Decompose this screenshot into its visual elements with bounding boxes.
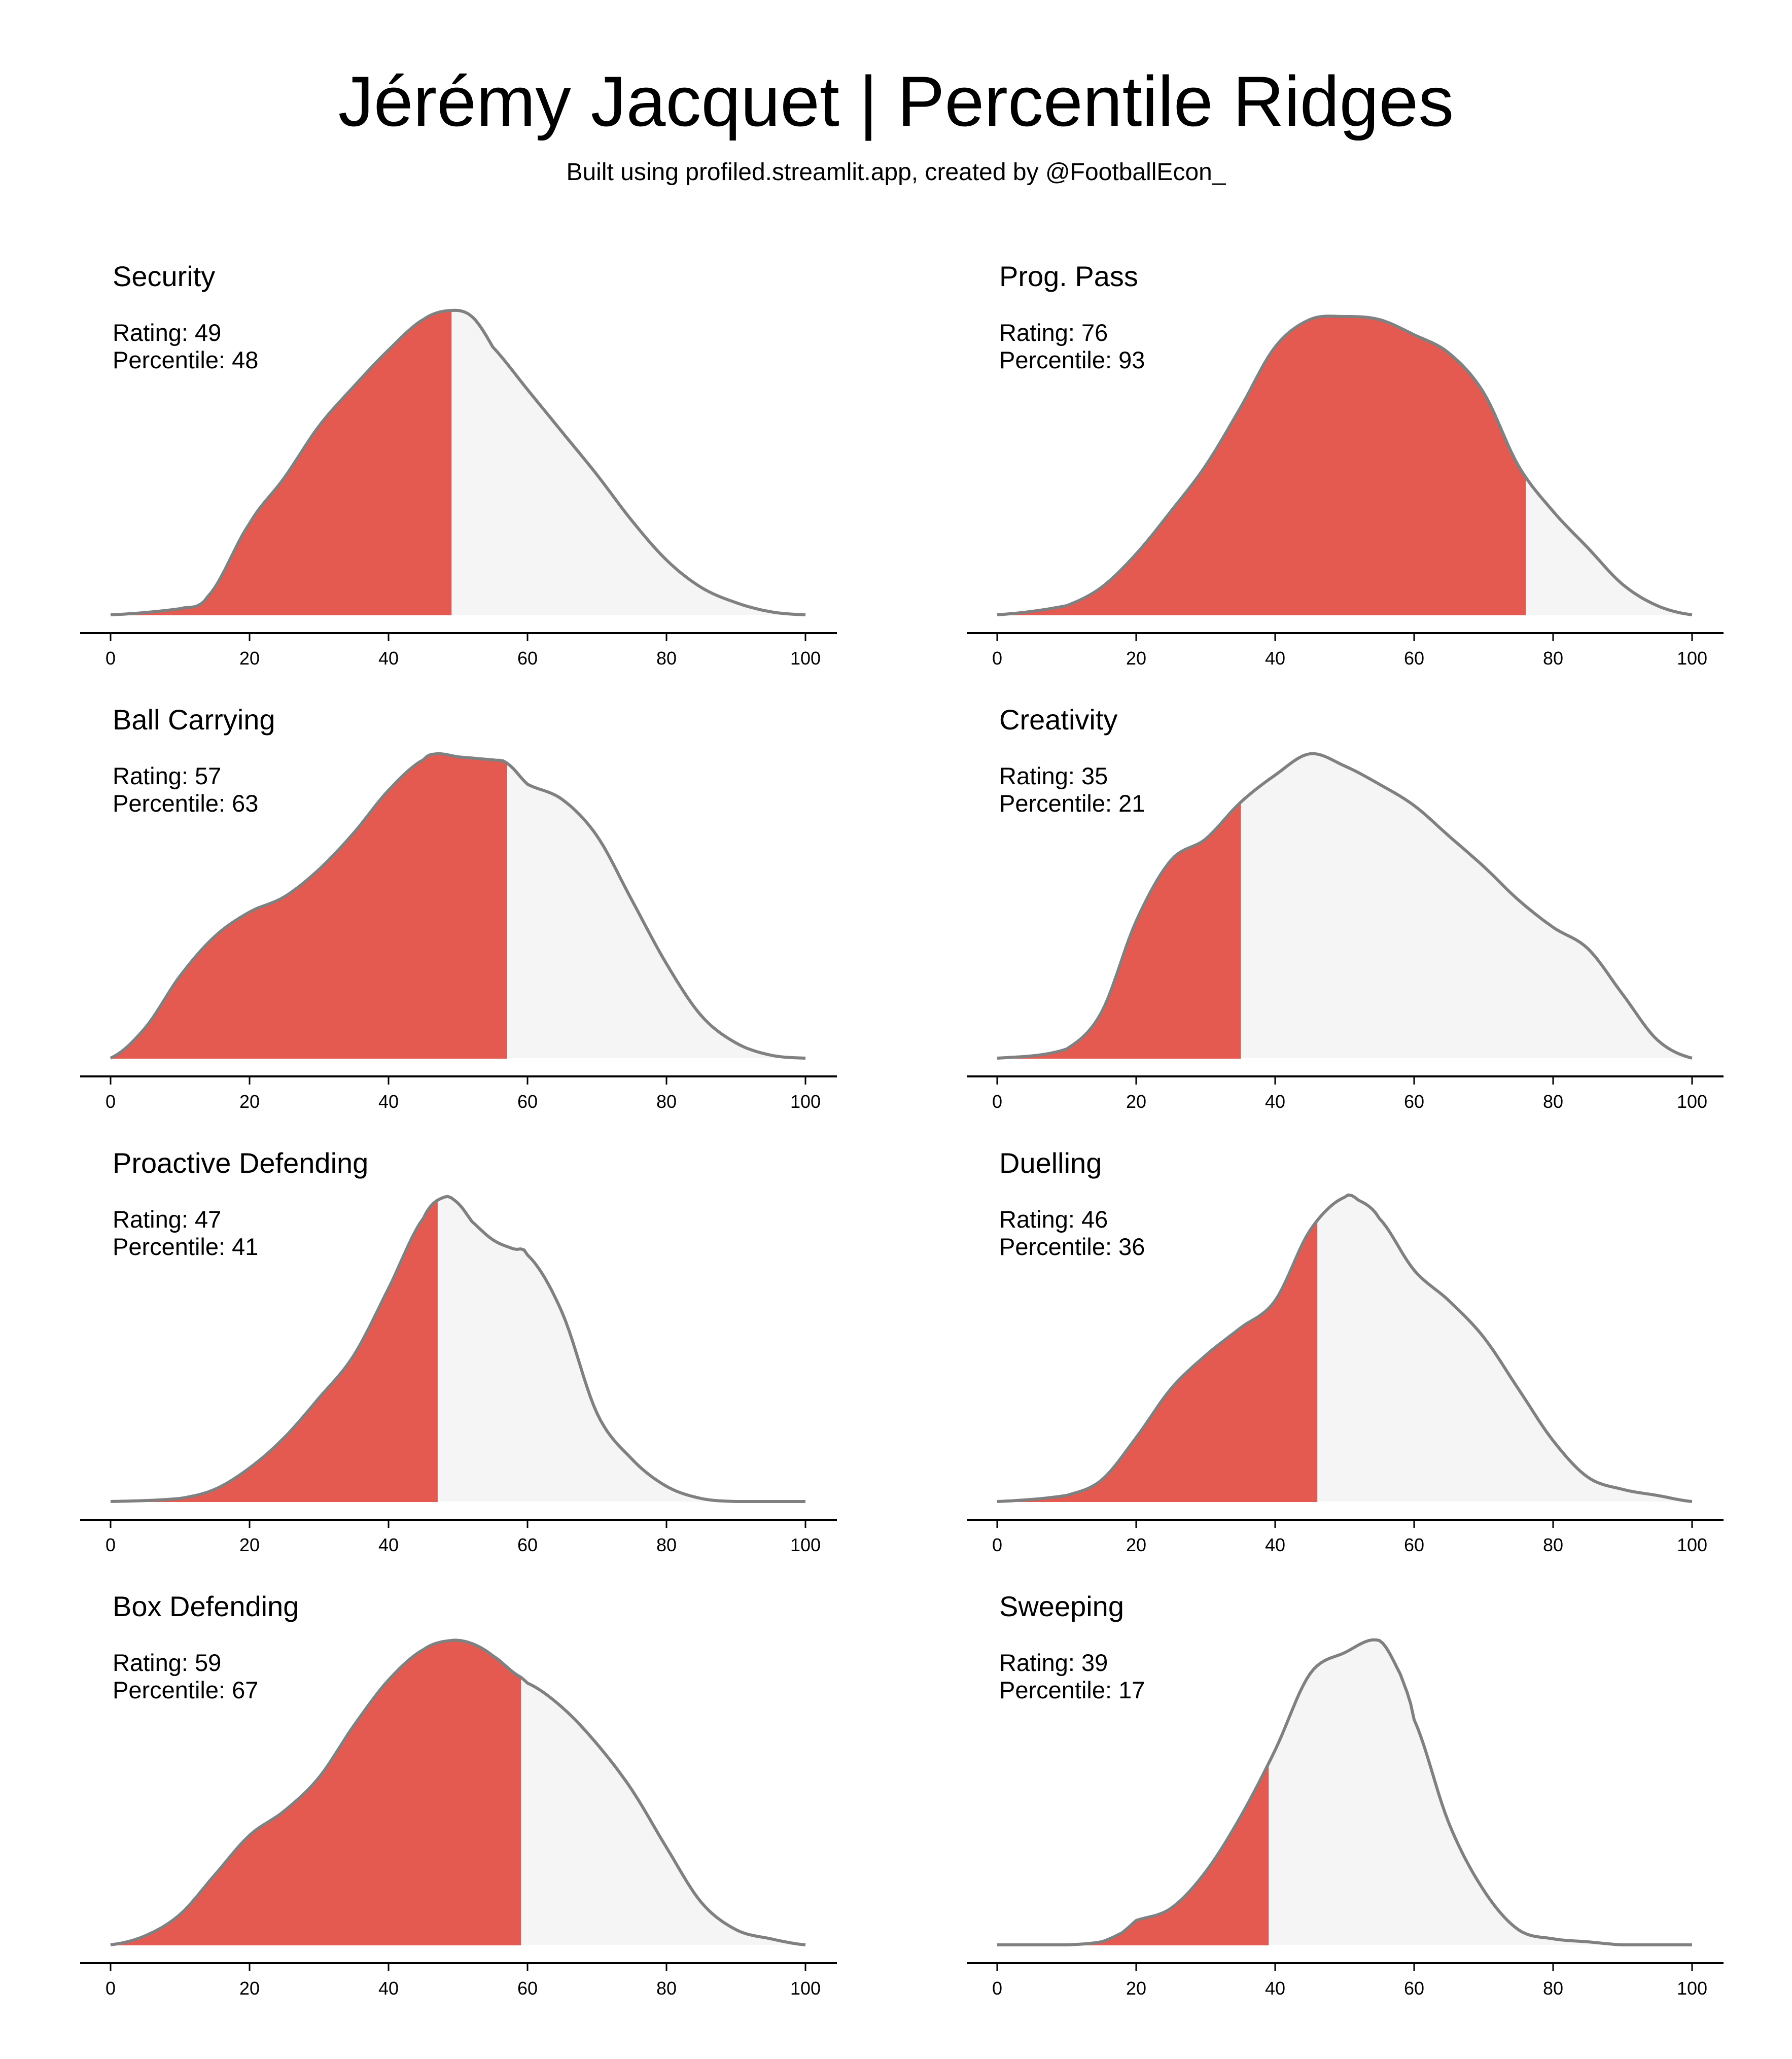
x-tick-label: 80 [1543,1091,1563,1112]
x-tick-label: 100 [790,648,821,669]
percentile-label: Percentile: 21 [999,790,1145,817]
x-tick-label: 20 [239,1091,260,1112]
ridge-panel-sweeping: 0 20 40 60 80 100 Sweeping Rating: 39Percentile… [967,1590,1724,1999]
x-tick-label: 0 [106,1534,116,1555]
rating-label: Rating: 57 [113,762,221,789]
x-tick-label: 100 [790,1534,821,1555]
density-curve [110,308,806,616]
x-tick-label: 20 [1126,1091,1146,1112]
density-curve [997,1638,1692,1946]
rating-label: Rating: 49 [113,319,221,346]
x-tick-label: 20 [239,1534,260,1555]
x-tick-label: 60 [1404,648,1424,669]
x-tick-label: 0 [106,1978,116,1999]
density-curve [110,1195,805,1503]
panel-title: Ball Carrying [113,704,275,736]
density-fill-above [997,1639,1692,1945]
x-tick-label: 0 [106,1091,116,1112]
panel-title: Duelling [999,1147,1102,1179]
percentile-label: Percentile: 63 [113,790,258,817]
rating-label: Rating: 76 [999,319,1108,346]
ridge-panel-proactive-defending: 0 20 40 60 80 100 Proactive Defending Rating: 4… [80,1147,837,1555]
rating-label: Rating: 47 [113,1206,221,1233]
percentile-label: Percentile: 41 [113,1233,258,1260]
density-curve [997,1193,1693,1503]
x-tick-label: 100 [1677,1534,1707,1555]
x-tick-label: 80 [1543,1534,1563,1555]
x-tick-label: 40 [1265,1534,1285,1555]
x-tick-label: 60 [517,1091,538,1112]
panel-title: Proactive Defending [113,1147,368,1179]
chart-subtitle: Built using profiled.streamlit.app, crea… [566,159,1226,186]
ridge-panel-prog-pass: 0 20 40 60 80 100 Prog. Pass Rating: 76Percenti… [967,260,1724,669]
x-tick-label: 100 [790,1978,821,1999]
x-tick-label: 40 [1265,1978,1285,1999]
rating-label: Rating: 35 [999,762,1108,789]
x-tick-label: 100 [1677,1091,1707,1112]
percentile-label: Percentile: 36 [999,1233,1145,1260]
panel-title: Box Defending [113,1590,299,1622]
x-tick-label: 20 [239,1978,260,1999]
x-tick-label: 80 [656,1978,677,1999]
density-curve [110,752,806,1060]
panel-title: Security [113,260,215,292]
x-tick-label: 40 [378,648,399,669]
x-tick-label: 0 [992,1978,1002,1999]
rating-label: Rating: 59 [113,1649,221,1676]
rating-label: Rating: 46 [999,1206,1108,1233]
x-tick-label: 20 [1126,1534,1146,1555]
x-tick-label: 80 [1543,1978,1563,1999]
percentile-label: Percentile: 17 [999,1677,1145,1703]
panel-title: Prog. Pass [999,260,1138,292]
x-tick-label: 100 [790,1091,821,1112]
x-tick-label: 80 [1543,648,1563,669]
x-tick-label: 80 [656,1091,677,1112]
ridge-panel-creativity: 0 20 40 60 80 100 Creativity Rating: 35Percenti… [967,704,1724,1112]
x-tick-label: 0 [992,1534,1002,1555]
density-fill-below-rating [997,1219,1318,1502]
x-tick-label: 0 [106,648,116,669]
percentile-label: Percentile: 48 [113,346,258,373]
x-tick-label: 60 [1404,1091,1424,1112]
x-tick-label: 40 [1265,1091,1285,1112]
density-curve [997,315,1693,616]
ridge-panel-box-defending: 0 20 40 60 80 100 Box Defending Rating: 59Perce… [80,1590,837,1999]
x-tick-label: 40 [378,1091,399,1112]
x-tick-label: 40 [1265,648,1285,669]
x-tick-label: 60 [517,1534,538,1555]
density-fill-below-rating [997,1764,1269,1945]
x-tick-label: 100 [1677,648,1707,669]
density-curve [997,752,1693,1060]
percentile-label: Percentile: 67 [113,1677,258,1703]
x-tick-label: 60 [517,648,538,669]
x-tick-label: 80 [656,1534,677,1555]
percentile-label: Percentile: 93 [999,346,1145,373]
x-tick-label: 60 [517,1978,538,1999]
ridge-panel-security: 0 20 40 60 80 100 Security Rating: 49Percentile… [80,260,837,669]
panel-title: Sweeping [999,1590,1124,1622]
x-tick-label: 40 [378,1534,399,1555]
ridge-panel-duelling: 0 20 40 60 80 100 Duelling Rating: 46Percentile… [967,1147,1724,1555]
density-fill-above [111,1196,805,1502]
x-tick-label: 80 [656,648,677,669]
density-curve [110,1638,806,1946]
x-tick-label: 100 [1677,1978,1707,1999]
rating-label: Rating: 39 [999,1649,1108,1676]
x-tick-label: 20 [1126,1978,1146,1999]
ridge-panel-ball-carrying: 0 20 40 60 80 100 Ball Carrying Rating: 57Perce… [80,704,837,1112]
x-tick-label: 0 [992,1091,1002,1112]
x-tick-label: 40 [378,1978,399,1999]
chart-title: Jérémy Jacquet | Percentile Ridges [338,61,1454,141]
x-tick-label: 60 [1404,1978,1424,1999]
panel-title: Creativity [999,704,1117,736]
x-tick-label: 60 [1404,1534,1424,1555]
x-tick-label: 20 [239,648,260,669]
x-tick-label: 20 [1126,648,1146,669]
x-tick-label: 0 [992,648,1002,669]
